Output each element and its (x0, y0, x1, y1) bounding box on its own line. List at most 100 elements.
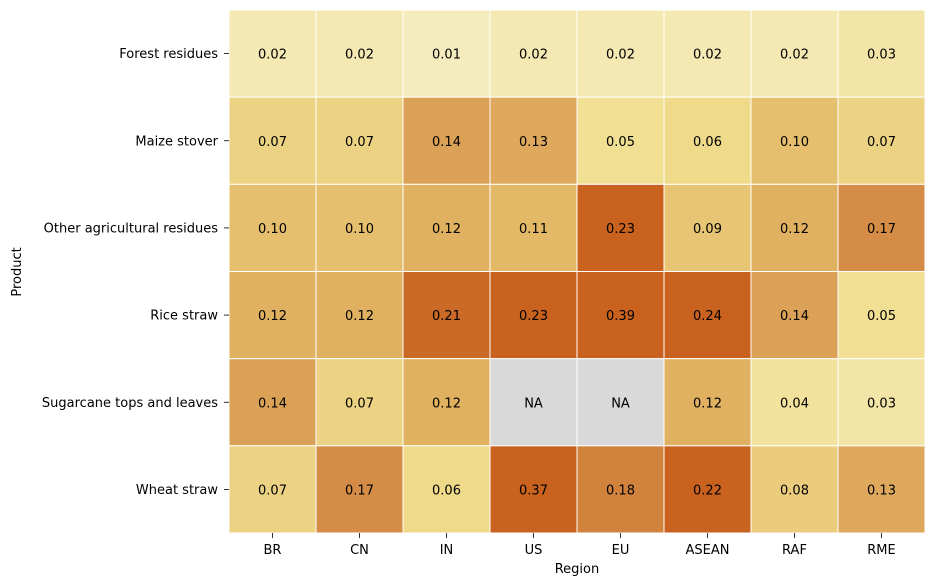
cell-value-label: 0.02 (606, 48, 635, 63)
heatmap-cell-wheat-straw-eu (576, 445, 665, 534)
heatmap-cell-forest-residues-cn (315, 9, 404, 98)
heatmap-cell-forest-residues-rme (837, 9, 926, 98)
heatmap-cell-maize-stover-cn (315, 96, 404, 185)
heatmap-cell-rice-straw-br (228, 271, 317, 360)
y-tick-label: Forest residues (119, 47, 218, 62)
cell-value-label: 0.02 (693, 48, 722, 63)
y-axis-title: Product (10, 247, 25, 296)
heatmap-cell-other-agricultural-residues-eu (576, 183, 665, 272)
cell-value-label: 0.08 (780, 483, 809, 498)
cell-value-label: 0.03 (867, 396, 896, 411)
heatmap-cell-sugarcane-tops-and-leaves-eu (576, 358, 665, 447)
x-tick-label: CN (350, 543, 369, 558)
heatmap-cell-other-agricultural-residues-raf (750, 183, 839, 272)
heatmap-cell-maize-stover-rme (837, 96, 926, 185)
cell-value-label: 0.12 (258, 309, 287, 324)
cell-value-label: 0.13 (519, 135, 548, 150)
cell-value-label: 0.14 (432, 135, 461, 150)
heatmap-cells: 0.02 0.02 0.01 0.02 0.02 0.02 0.02 0.03 0.07 0.07… (228, 9, 926, 534)
cell-value-label: 0.21 (432, 309, 461, 324)
x-tick-label: RAF (782, 543, 807, 558)
heatmap-cell-wheat-straw-raf (750, 445, 839, 534)
heatmap-cell-forest-residues-us (489, 9, 578, 98)
heatmap-cell-other-agricultural-residues-us (489, 183, 578, 272)
cell-value-label: NA (611, 396, 630, 411)
cell-value-label: 0.13 (867, 483, 896, 498)
x-tick-label: RME (867, 543, 895, 558)
cell-value-label: 0.11 (519, 222, 548, 237)
cell-value-label: 0.14 (780, 309, 809, 324)
cell-value-label: 0.24 (693, 309, 722, 324)
heatmap-cell-sugarcane-tops-and-leaves-raf (750, 358, 839, 447)
cell-value-label: 0.10 (780, 135, 809, 150)
cell-value-label: 0.09 (693, 222, 722, 237)
x-axis: BR CN IN US EU ASEAN RAF RME (264, 533, 896, 558)
cell-value-label: 0.07 (345, 396, 374, 411)
heatmap-cell-other-agricultural-residues-rme (837, 183, 926, 272)
cell-value-label: 0.06 (432, 483, 461, 498)
heatmap-cell-other-agricultural-residues-cn (315, 183, 404, 272)
cell-value-label: 0.04 (780, 396, 809, 411)
cell-value-label: 0.03 (867, 48, 896, 63)
cell-value-label: 0.12 (432, 396, 461, 411)
cell-value-label: 0.10 (345, 222, 374, 237)
cell-value-label: 0.23 (606, 222, 635, 237)
cell-value-label: 0.02 (258, 48, 287, 63)
heatmap-cell-sugarcane-tops-and-leaves-in (402, 358, 491, 447)
heatmap-cell-wheat-straw-rme (837, 445, 926, 534)
heatmap-cell-forest-residues-asean (663, 9, 752, 98)
cell-value-label: 0.12 (693, 396, 722, 411)
heatmap-cell-wheat-straw-cn (315, 445, 404, 534)
cell-value-label: 0.07 (345, 135, 374, 150)
x-axis-title: Region (555, 562, 600, 577)
cell-value-label: 0.05 (867, 309, 896, 324)
cell-value-label: 0.17 (867, 222, 896, 237)
cell-value-label: 0.37 (519, 483, 548, 498)
cell-value-label: NA (524, 396, 543, 411)
x-tick-label: ASEAN (686, 543, 730, 558)
cell-value-label: 0.02 (519, 48, 548, 63)
cell-value-label: 0.12 (432, 222, 461, 237)
cell-value-label: 0.07 (258, 483, 287, 498)
heatmap-cell-sugarcane-tops-and-leaves-us (489, 358, 578, 447)
cell-value-label: 0.22 (693, 483, 722, 498)
heatmap-cell-rice-straw-us (489, 271, 578, 360)
heatmap-cell-forest-residues-in (402, 9, 491, 98)
y-tick-label: Other agricultural residues (44, 221, 219, 236)
heatmap-cell-other-agricultural-residues-in (402, 183, 491, 272)
x-tick-label: IN (440, 543, 454, 558)
heatmap-cell-sugarcane-tops-and-leaves-rme (837, 358, 926, 447)
heatmap-cell-other-agricultural-residues-br (228, 183, 317, 272)
x-tick-label: BR (264, 543, 282, 558)
cell-value-label: 0.12 (780, 222, 809, 237)
heatmap-cell-forest-residues-br (228, 9, 317, 98)
cell-value-label: 0.14 (258, 396, 287, 411)
cell-value-label: 0.12 (345, 309, 374, 324)
cell-value-label: 0.17 (345, 483, 374, 498)
heatmap-cell-sugarcane-tops-and-leaves-asean (663, 358, 752, 447)
y-tick-label: Maize stover (135, 134, 218, 149)
x-tick-label: US (525, 543, 543, 558)
cell-value-label: 0.07 (258, 135, 287, 150)
heatmap-cell-forest-residues-eu (576, 9, 665, 98)
y-tick-label: Sugarcane tops and leaves (42, 396, 218, 411)
heatmap-cell-maize-stover-raf (750, 96, 839, 185)
heatmap-cell-maize-stover-us (489, 96, 578, 185)
heatmap-cell-maize-stover-eu (576, 96, 665, 185)
heatmap-cell-other-agricultural-residues-asean (663, 183, 752, 272)
cell-value-label: 0.02 (345, 48, 374, 63)
heatmap-cell-maize-stover-asean (663, 96, 752, 185)
cell-value-label: 0.02 (780, 48, 809, 63)
x-tick-label: EU (612, 543, 630, 558)
cell-value-label: 0.18 (606, 483, 635, 498)
heatmap-cell-wheat-straw-in (402, 445, 491, 534)
heatmap-cell-rice-straw-raf (750, 271, 839, 360)
heatmap-cell-wheat-straw-asean (663, 445, 752, 534)
cell-value-label: 0.01 (432, 48, 461, 63)
heatmap-cell-rice-straw-eu (576, 271, 665, 360)
cell-value-label: 0.39 (606, 309, 635, 324)
cell-value-label: 0.10 (258, 222, 287, 237)
heatmap-cell-rice-straw-in (402, 271, 491, 360)
y-tick-label: Rice straw (150, 309, 218, 324)
